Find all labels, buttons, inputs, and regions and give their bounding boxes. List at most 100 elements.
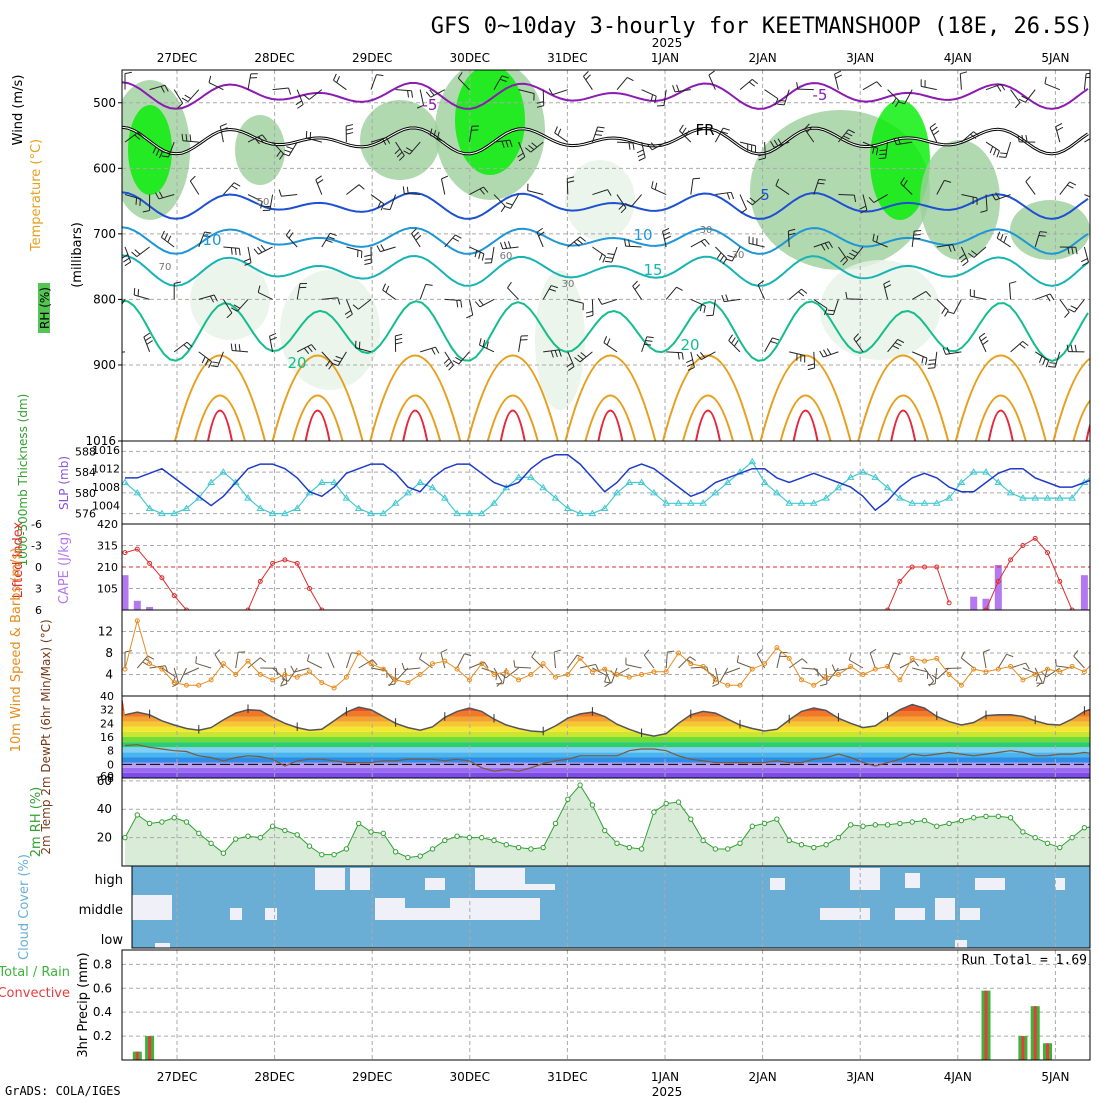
wind-barb xyxy=(847,299,863,300)
wind-barb-flag xyxy=(1020,344,1026,348)
date-tick-top: 31DEC xyxy=(547,51,587,65)
rh-contour-label: 30 xyxy=(562,279,575,290)
wind-barb-flag xyxy=(388,684,395,685)
wind-barb-flag xyxy=(646,341,653,342)
cloud-block xyxy=(155,943,170,948)
wind-barb-flag xyxy=(231,248,232,255)
wind-barb xyxy=(765,90,778,99)
rh-point xyxy=(332,852,336,856)
rh-point xyxy=(184,820,188,824)
wind-tick: 8 xyxy=(105,646,113,660)
temperature-contour-hot xyxy=(208,411,232,442)
precip-tick: 0.6 xyxy=(93,981,112,995)
rh-point xyxy=(799,843,803,847)
wind-barb-flag xyxy=(461,301,462,308)
wind-barb-flag xyxy=(244,259,250,262)
wind-barb-flag xyxy=(395,334,402,336)
rh-point xyxy=(246,834,250,838)
rh-point xyxy=(160,820,164,824)
cloud-block xyxy=(770,878,785,890)
wind-barb-flag xyxy=(475,302,479,307)
temp-tick: 16 xyxy=(100,731,114,744)
rh-point xyxy=(1070,835,1074,839)
rh2m-plot xyxy=(122,778,1100,866)
wind-barb-flag xyxy=(1039,356,1042,363)
wind-barb-flag xyxy=(835,75,841,78)
wind-barb-flag xyxy=(145,337,151,341)
rh-point xyxy=(824,843,828,847)
wind-barb-flag xyxy=(1026,176,1031,181)
wind-barb xyxy=(592,299,593,315)
wind-barb-flag xyxy=(386,286,389,292)
rh-point xyxy=(172,816,176,820)
temperature-contour-hot xyxy=(989,411,1013,442)
wind-barb-flag xyxy=(411,229,416,234)
rh-point xyxy=(283,828,287,832)
wind-barb xyxy=(602,299,617,304)
wind-barb-flag xyxy=(914,234,921,235)
wind-barb-flag xyxy=(148,656,154,659)
chart-title: GFS 0~10day 3-hourly for KEETMANSHOOP (1… xyxy=(431,14,1093,39)
wind-barb-flag xyxy=(107,347,109,354)
wind-barb-flag xyxy=(364,259,371,261)
wind-barb-flag xyxy=(1096,650,1100,652)
wind-barb-flag xyxy=(215,650,220,655)
wind-barb-flag xyxy=(772,338,779,340)
contour-label: 20 xyxy=(287,354,306,372)
wind-barb-flag xyxy=(737,655,738,662)
wind-barb-flag xyxy=(586,315,593,317)
convective-bar xyxy=(985,991,988,1060)
rh-point xyxy=(541,845,545,849)
wind-barb-flag xyxy=(870,649,876,653)
lifted-index-line xyxy=(888,567,950,610)
wind-barb-flag xyxy=(182,98,188,102)
wind-barb-flag xyxy=(1043,358,1046,365)
wind-barb-flag xyxy=(981,337,987,341)
wind-barb xyxy=(666,652,667,668)
temperature-contour-warm xyxy=(175,356,265,442)
pressure-tick: 700 xyxy=(93,227,116,241)
rh-point xyxy=(270,824,274,828)
wind-barb-flag xyxy=(1023,341,1029,345)
wind-barb xyxy=(190,181,198,195)
wind-barb-flag xyxy=(673,85,675,92)
wind-barb-flag xyxy=(667,651,674,652)
wind-barb-flag xyxy=(258,247,262,252)
rh-shading xyxy=(280,270,380,390)
wind-barb xyxy=(691,179,693,195)
wind-barb xyxy=(420,284,425,299)
convective-bar xyxy=(1021,1036,1024,1060)
wind-barb-flag xyxy=(135,250,140,255)
wind-barb xyxy=(396,90,412,91)
cloud-level-label: middle xyxy=(79,903,123,918)
slp-tick: 1012 xyxy=(92,463,120,476)
wind-barb-flag xyxy=(1091,250,1096,255)
cloud-block xyxy=(895,908,925,920)
wind-barb xyxy=(960,74,961,90)
wind-barb-flag xyxy=(663,228,669,231)
wind-barb-flag xyxy=(835,71,841,74)
wind-barb xyxy=(1074,656,1085,668)
wind-barb xyxy=(798,89,814,90)
temperature-band xyxy=(122,763,1090,768)
wind-barb-flag xyxy=(932,127,938,131)
wind-barb-flag xyxy=(1009,282,1016,284)
wind-barb-flag xyxy=(449,365,454,370)
wind-barb xyxy=(1094,293,1100,299)
pressure-tick: 800 xyxy=(93,292,116,306)
wind-barb xyxy=(935,668,937,684)
rh-shading xyxy=(455,65,525,175)
wind-barb-flag xyxy=(297,104,303,108)
wind-barb-flag xyxy=(635,284,640,289)
wind-barb-flag xyxy=(638,154,644,157)
slp-line xyxy=(125,455,1100,510)
cloud-block xyxy=(935,898,955,920)
wind-barb-flag xyxy=(346,133,353,135)
wind-barb-flag xyxy=(1071,306,1077,309)
wind-barb-flag xyxy=(144,333,150,337)
rh-point xyxy=(369,830,373,834)
rh-point xyxy=(135,813,139,817)
wind-barb-flag xyxy=(364,263,371,265)
convective-bar xyxy=(148,1036,151,1060)
